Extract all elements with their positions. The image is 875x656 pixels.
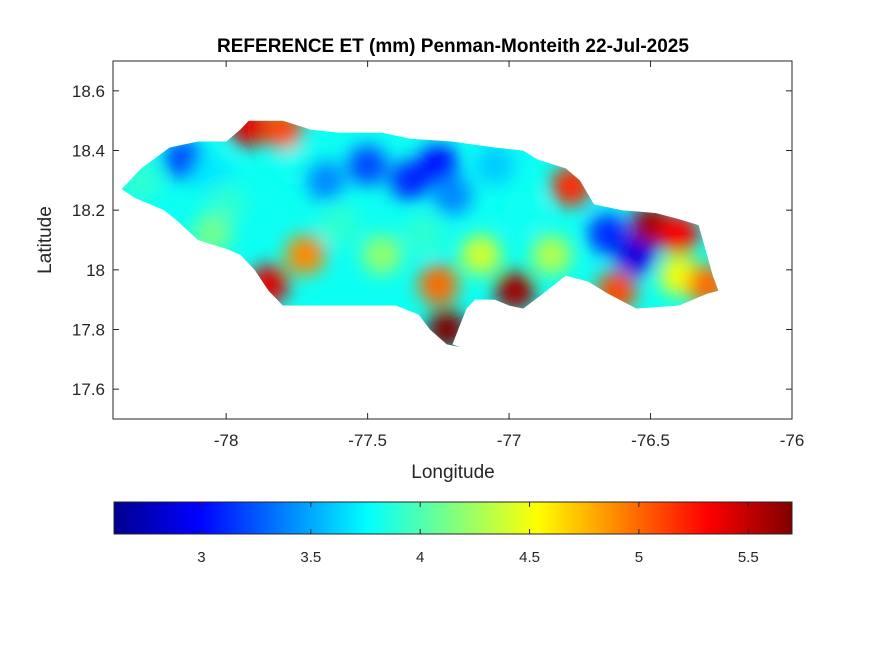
et-field-sample [285, 234, 326, 275]
et-field-sample [319, 205, 360, 246]
et-field-sample [460, 234, 501, 275]
colorbar-tick-label: 3.5 [300, 549, 321, 566]
x-tick-label: -77 [497, 431, 522, 450]
colorbar [113, 501, 793, 535]
et-field-sample [432, 175, 473, 216]
y-tick-label: 18.2 [72, 201, 105, 220]
et-field-sample [474, 145, 515, 186]
et-field-sample [418, 264, 459, 305]
et-field-sample [531, 234, 572, 275]
et-field-sample [503, 190, 544, 231]
et-field-sample [588, 214, 629, 255]
chart-title: REFERENCE ET (mm) Penman-Monteith 22-Jul… [217, 36, 689, 57]
x-axis-label: Longitude [411, 462, 494, 483]
y-tick-label: 18.4 [72, 142, 105, 161]
et-field-sample [361, 234, 402, 275]
et-field-sample [418, 145, 459, 186]
colorbar-tick-label: 5 [635, 549, 643, 566]
y-tick-label: 18 [86, 261, 105, 280]
colorbar-tick-label: 4.5 [519, 549, 540, 566]
colorbar-tick-label: 4 [416, 549, 424, 566]
et-field-sample [206, 184, 247, 225]
colorbar-tick-label: 3 [197, 549, 205, 566]
y-tick-label: 18.6 [72, 82, 105, 101]
y-tick-label: 17.8 [72, 321, 105, 340]
x-tick-label: -78 [214, 431, 239, 450]
x-tick-label: -77.5 [348, 431, 387, 450]
x-tick-label: -76.5 [631, 431, 670, 450]
colorbar-tick-label: 5.5 [738, 549, 759, 566]
et-field-sample [305, 160, 346, 201]
et-field-sample [347, 145, 388, 186]
y-tick-label: 17.6 [72, 380, 105, 399]
et-field-sample [404, 214, 445, 255]
et-field-sample [262, 120, 303, 150]
y-axis-label: Latitude [35, 206, 56, 274]
et-field-sample [228, 120, 269, 147]
x-tick-label: -76 [780, 431, 805, 450]
et-field-sample [616, 234, 657, 275]
et-field-sample [658, 214, 699, 255]
et-field-sample [494, 270, 535, 311]
et-map [121, 120, 719, 348]
et-field-sample [192, 154, 233, 195]
